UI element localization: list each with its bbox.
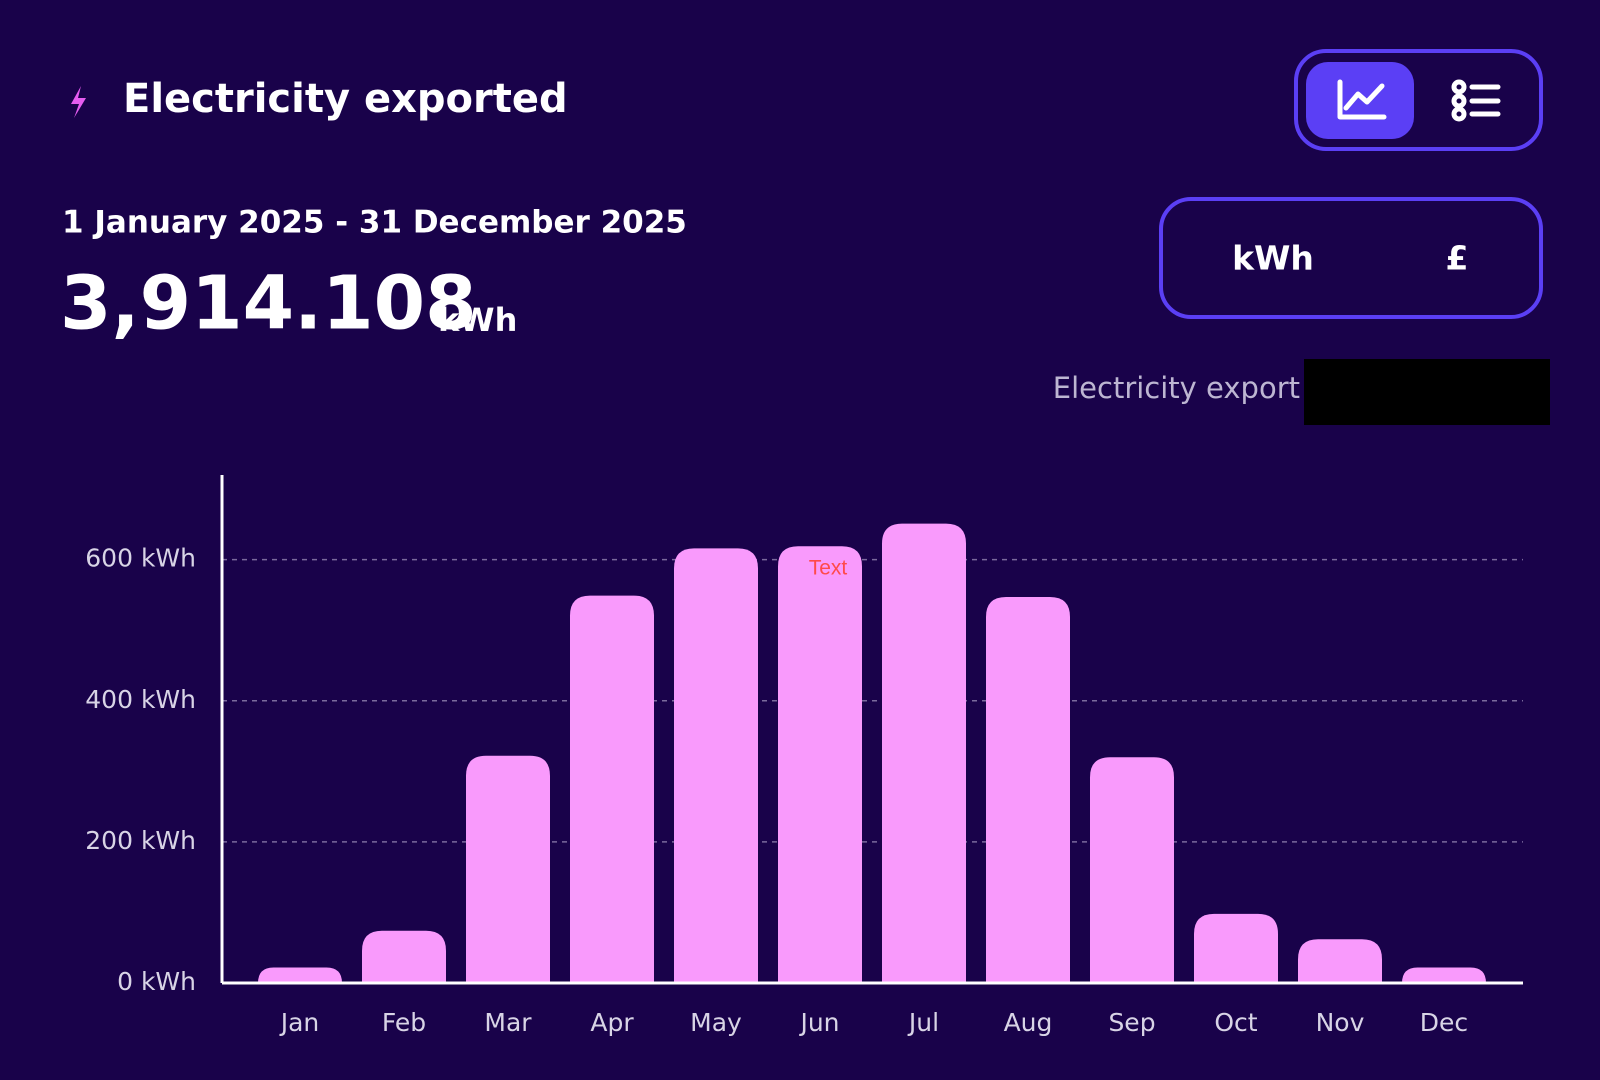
- x-tick-label: Jan: [279, 1008, 320, 1037]
- y-tick-label: 600 kWh: [85, 544, 196, 573]
- list-icon-dot: [1451, 79, 1467, 95]
- x-tick-label: Feb: [382, 1008, 426, 1037]
- chart-view-bg: [1306, 62, 1414, 139]
- view-toggle: [1294, 49, 1543, 151]
- x-tick-label: Nov: [1316, 1008, 1365, 1037]
- y-tick-label: 200 kWh: [85, 826, 196, 855]
- legend-label: Electricity export: [1053, 371, 1300, 405]
- total-unit: kWh: [438, 301, 517, 339]
- list-view-button[interactable]: [1451, 79, 1501, 122]
- x-tick-label: Oct: [1214, 1008, 1257, 1037]
- bar: [674, 548, 758, 983]
- unit-toggle: [1159, 197, 1543, 319]
- list-icon-lines: [1469, 84, 1501, 117]
- x-tick-label: May: [690, 1008, 742, 1037]
- bar: [1194, 913, 1278, 983]
- x-tick-label: Mar: [484, 1008, 532, 1037]
- list-icon-dot: [1451, 93, 1467, 109]
- list-icon-dot: [1451, 106, 1467, 122]
- x-tick-label: Jun: [798, 1008, 839, 1037]
- chart-icon: [1337, 79, 1387, 120]
- bolt-icon: [71, 86, 86, 118]
- plot: 0 kWh 200 kWh 400 kWh 600 kWh Jan Feb Mar Apr Ma…: [85, 475, 1523, 1037]
- x-tick-label: Dec: [1420, 1008, 1468, 1037]
- bar: [986, 597, 1070, 983]
- x-tick-label: Aug: [1004, 1008, 1053, 1037]
- chart-view-button[interactable]: [1306, 62, 1414, 139]
- bar: [1298, 939, 1382, 983]
- x-tick-label: Jul: [907, 1008, 939, 1037]
- bar: [1402, 967, 1486, 983]
- y-tick-label: 0 kWh: [117, 967, 196, 996]
- unit-pound-button[interactable]: £: [1446, 239, 1469, 278]
- x-tick-label: Sep: [1108, 1008, 1155, 1037]
- bar: [362, 930, 446, 983]
- bar: [1090, 757, 1174, 983]
- annotation: Text: [809, 557, 848, 580]
- bar: [570, 595, 654, 983]
- bar: [778, 546, 862, 983]
- unit-kwh-button[interactable]: kWh: [1232, 239, 1314, 278]
- bar: [882, 523, 966, 983]
- title: Electricity exported: [123, 76, 568, 122]
- total-value: 3,914.108: [60, 261, 477, 347]
- x-tick-label: Apr: [590, 1008, 634, 1037]
- bar: [258, 967, 342, 983]
- bar: [466, 755, 550, 983]
- y-tick-label: 400 kWh: [85, 685, 196, 714]
- redaction: [1304, 359, 1550, 425]
- date-range: 1 January 2025 - 31 December 2025: [62, 205, 687, 241]
